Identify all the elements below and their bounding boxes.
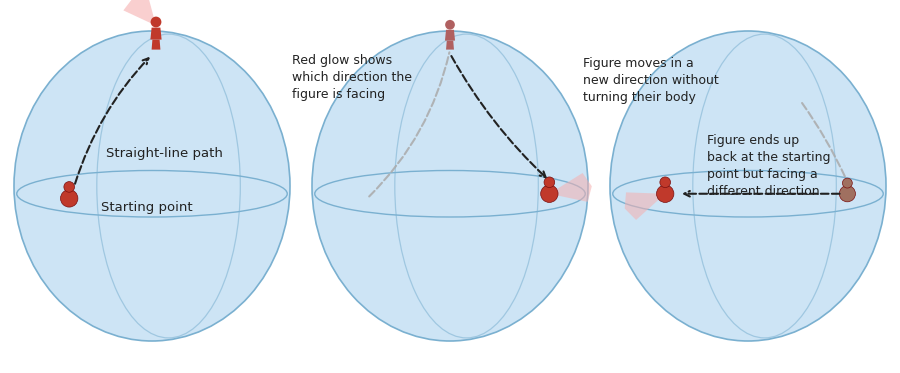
Text: Straight-line path: Straight-line path xyxy=(105,147,222,160)
Circle shape xyxy=(64,182,75,192)
Circle shape xyxy=(660,177,670,188)
Polygon shape xyxy=(446,41,454,50)
Circle shape xyxy=(656,185,674,203)
Text: Starting point: Starting point xyxy=(101,201,193,214)
Circle shape xyxy=(60,190,78,207)
Polygon shape xyxy=(445,30,455,41)
Ellipse shape xyxy=(610,31,886,341)
Text: Red glow shows
which direction the
figure is facing: Red glow shows which direction the figur… xyxy=(292,54,412,101)
Circle shape xyxy=(544,177,554,188)
Circle shape xyxy=(842,178,852,188)
Polygon shape xyxy=(151,40,160,50)
Text: Figure moves in a
new direction without
turning their body: Figure moves in a new direction without … xyxy=(583,57,719,104)
Polygon shape xyxy=(150,28,162,40)
Polygon shape xyxy=(625,192,665,220)
Ellipse shape xyxy=(312,31,588,341)
Circle shape xyxy=(840,186,855,202)
Polygon shape xyxy=(123,0,156,26)
Ellipse shape xyxy=(14,31,290,341)
Circle shape xyxy=(446,20,454,29)
Polygon shape xyxy=(549,173,592,202)
Text: Figure ends up
back at the starting
point but facing a
different direction: Figure ends up back at the starting poin… xyxy=(706,134,830,198)
Circle shape xyxy=(541,185,558,203)
Circle shape xyxy=(150,17,161,27)
